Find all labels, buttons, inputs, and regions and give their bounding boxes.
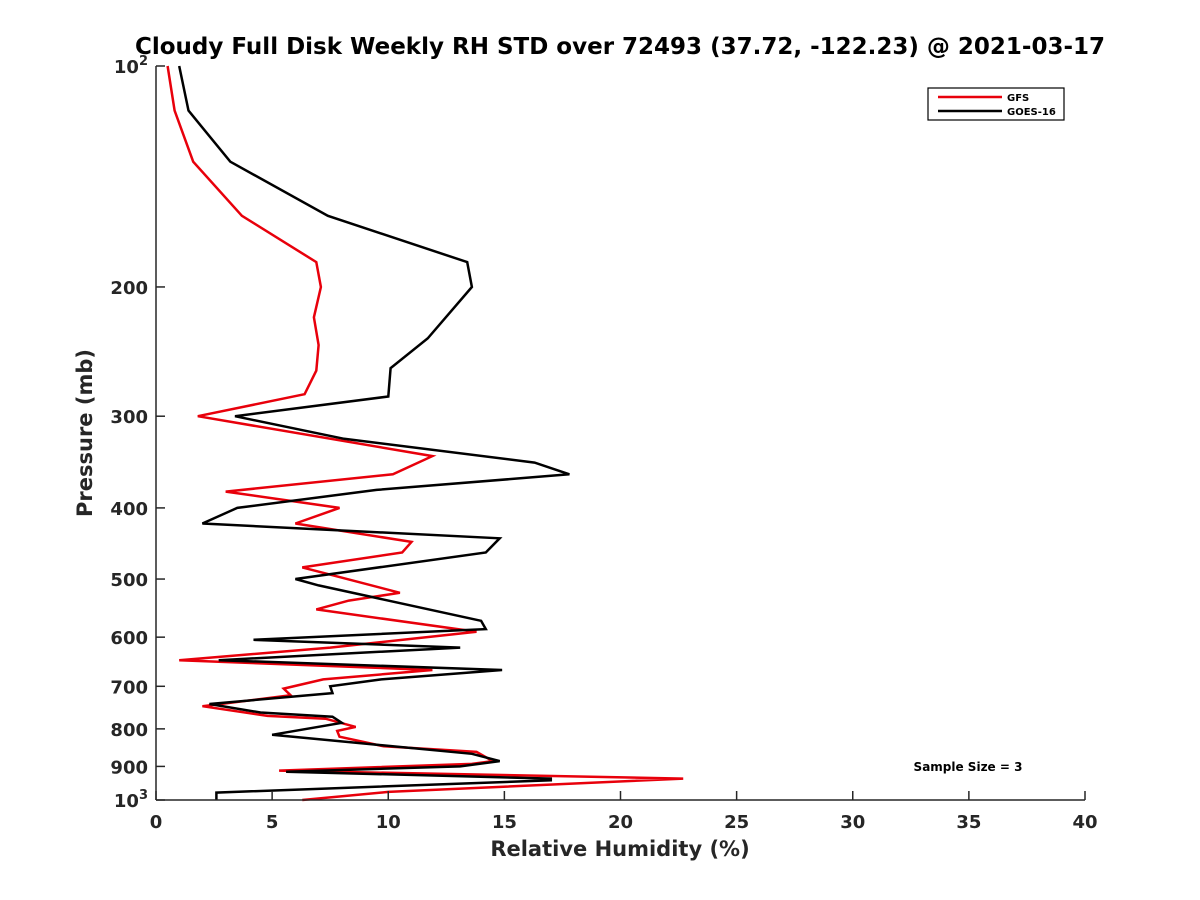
- y-tick-label: 800: [110, 720, 148, 741]
- y-tick-label: 300: [110, 407, 148, 428]
- x-tick-label: 15: [492, 812, 517, 833]
- legend-box: [927, 87, 1065, 121]
- chart-title: Cloudy Full Disk Weekly RH STD over 7249…: [135, 34, 1105, 60]
- y-tick-exponent: 3: [139, 788, 148, 803]
- y-tick-exponent: 2: [139, 54, 148, 69]
- x-tick-label: 20: [608, 812, 633, 833]
- y-tick-label: 102: [114, 54, 148, 78]
- x-tick-label: 25: [724, 812, 749, 833]
- legend-label-goes16: GOES-16: [1007, 107, 1056, 118]
- x-tick-label: 35: [956, 812, 981, 833]
- x-tick-label: 5: [266, 812, 279, 833]
- series-line-goes16: [177, 65, 570, 800]
- x-tick-label: 10: [376, 812, 401, 833]
- x-tick-label: 0: [150, 812, 163, 833]
- y-tick-label: 600: [110, 628, 148, 649]
- x-tick-label: 40: [1072, 812, 1097, 833]
- legend: GFS GOES-16: [927, 87, 1065, 121]
- y-tick-base: 10: [114, 791, 139, 812]
- y-tick-label: 500: [110, 570, 148, 591]
- y-tick-label: 400: [110, 499, 148, 520]
- y-tick-base: 10: [114, 57, 139, 78]
- y-tick-label: 900: [110, 757, 148, 778]
- y-tick-label: 200: [110, 278, 148, 299]
- legend-label-gfs: GFS: [1007, 93, 1029, 104]
- series-layer: [166, 65, 684, 802]
- x-tick-label: 30: [840, 812, 865, 833]
- y-tick-label: 700: [110, 677, 148, 698]
- series-line-gfs: [166, 65, 684, 802]
- y-axis-label: Pressure (mb): [73, 349, 97, 517]
- x-axis-ticks: 0 5 10 15 20 25 30 35 40: [150, 791, 1098, 833]
- y-tick-label: 103: [114, 788, 148, 812]
- sample-size-annotation: Sample Size = 3: [914, 760, 1023, 774]
- x-axis-label: Relative Humidity (%): [490, 837, 749, 861]
